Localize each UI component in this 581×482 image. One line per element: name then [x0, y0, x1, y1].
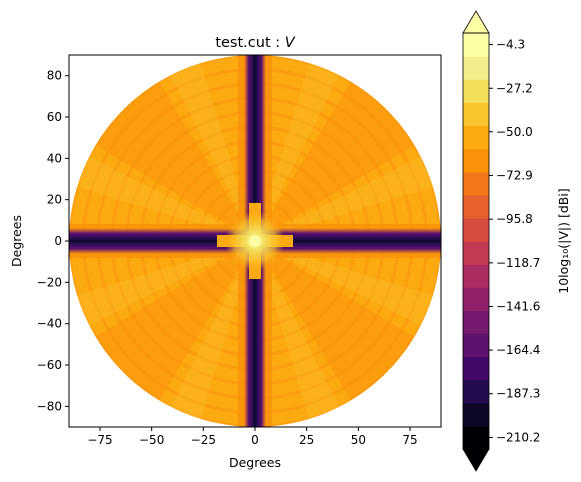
colorbar-tick-label: −187.3: [496, 387, 540, 401]
diagonal-lobes: [77, 63, 433, 419]
colorbar: −4.3 −27.2 −50.0 −72.9 −95.8 −118.7 −141.6 −164…: [462, 10, 540, 472]
colorbar-tick-label: −50.0: [496, 125, 533, 139]
chart-title: test.cut : V: [215, 35, 295, 51]
colorbar-segment: [463, 310, 489, 335]
y-tick-label: 60: [47, 110, 62, 124]
colorbar-label: 10log₁₀(|V|) [dBi]: [556, 188, 571, 293]
minor-lobe: [170, 241, 255, 419]
x-axis-label: Degrees: [229, 455, 281, 470]
diagonal-lobe: [95, 81, 255, 241]
x-axis-ticks: −75 −50 −25 0 25 50 75: [87, 427, 418, 447]
colorbar-segment: [463, 287, 489, 311]
colorbar-segment: [463, 217, 489, 242]
minor-lobe: [255, 156, 433, 241]
y-tick-label: −20: [37, 275, 62, 289]
y-tick-label: 20: [47, 193, 62, 207]
x-tick-label: −25: [191, 433, 216, 447]
colorbar-tick-label: −118.7: [496, 256, 540, 270]
y-axis-label: Degrees: [9, 215, 24, 267]
y-axis-ticks: 80 60 40 20 0 −20 −40 −60 −80: [37, 69, 69, 413]
colorbar-extend-min: [462, 448, 490, 472]
colorbar-segment: [463, 79, 489, 103]
y-tick-label: −80: [37, 399, 62, 413]
diagonal-lobe: [95, 241, 255, 401]
colorbar-segment: [463, 402, 489, 427]
diagonal-lobe: [255, 241, 415, 401]
y-tick-label: 0: [54, 234, 62, 248]
y-tick-label: 40: [47, 151, 62, 165]
colorbar-tick-label: −72.9: [496, 168, 533, 182]
x-tick-label: 50: [351, 433, 366, 447]
colorbar-segment: [463, 425, 489, 450]
center-peak: [217, 203, 293, 279]
x-tick-label: 0: [251, 433, 259, 447]
colorbar-frame: [462, 32, 490, 450]
contour-plot: [69, 55, 441, 427]
colorbar-segment: [463, 33, 489, 57]
diagonal-lobe: [255, 81, 415, 241]
minor-lobe: [255, 63, 340, 241]
colorbar-tick-label: −141.6: [496, 300, 540, 314]
y-tick-label: −40: [37, 317, 62, 331]
minor-lobe: [255, 241, 340, 419]
x-tick-label: −75: [87, 433, 112, 447]
colorbar-segment: [463, 264, 489, 288]
colorbar-tick-label: −164.4: [496, 343, 540, 357]
colorbar-segment: [463, 148, 489, 173]
y-tick-label: 80: [47, 69, 62, 83]
minor-lobe: [77, 156, 255, 241]
x-tick-label: 25: [299, 433, 314, 447]
colorbar-tick-label: −4.3: [496, 38, 525, 52]
minor-lobe: [170, 63, 255, 241]
colorbar-segment: [463, 194, 489, 219]
colorbar-segment: [463, 241, 489, 265]
minor-lobe: [77, 241, 255, 326]
center-dot: [249, 235, 261, 247]
y-tick-label: −60: [37, 358, 62, 372]
x-tick-label: 75: [402, 433, 417, 447]
minor-lobe: [255, 241, 433, 326]
colorbar-segment: [463, 356, 489, 381]
x-tick-label: −50: [139, 433, 164, 447]
colorbar-segment: [463, 56, 489, 80]
colorbar-tick-label: −95.8: [496, 212, 533, 226]
colorbar-segment: [463, 333, 489, 358]
radiation-pattern-disc: [69, 55, 441, 427]
colorbar-segment: [463, 102, 489, 127]
colorbar-segment: [463, 171, 489, 196]
colorbar-tick-label: −210.2: [496, 430, 540, 444]
colorbar-segment: [463, 125, 489, 150]
colorbar-tick-label: −27.2: [496, 81, 533, 95]
colorbar-extend-max: [462, 10, 490, 34]
colorbar-segment: [463, 379, 489, 404]
